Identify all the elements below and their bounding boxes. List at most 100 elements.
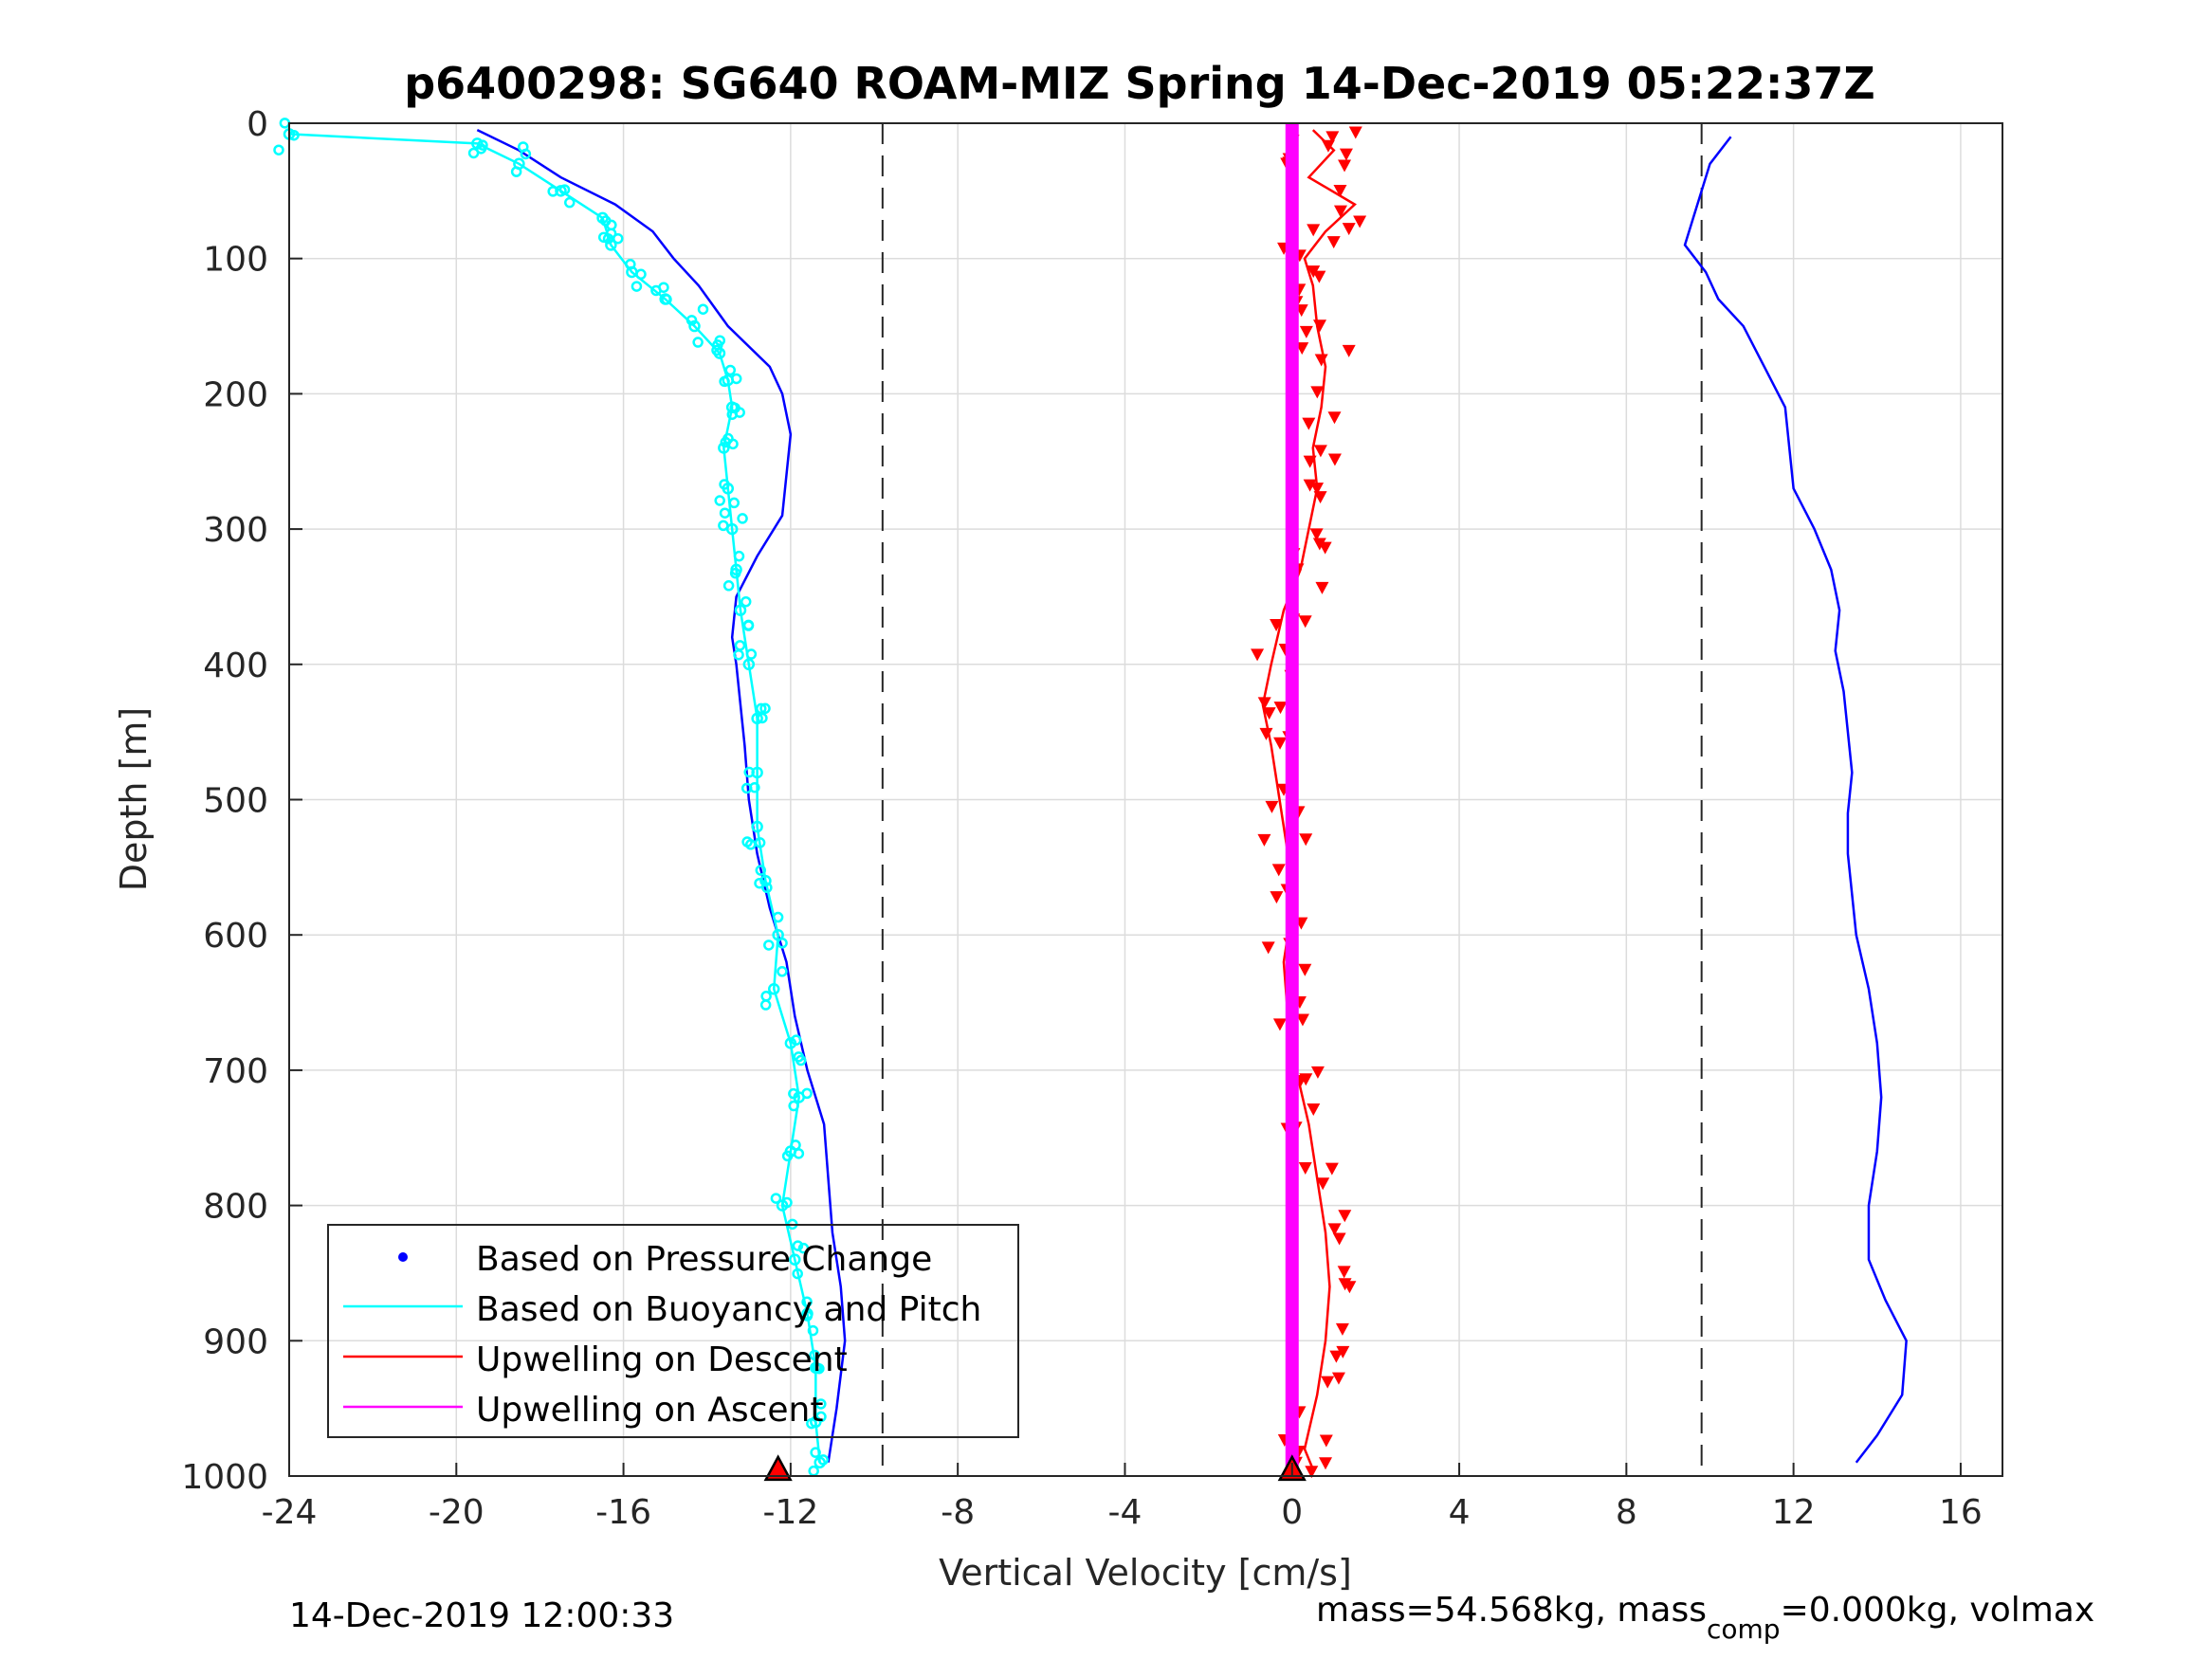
x-tick-label: 4 (1449, 1493, 1471, 1532)
descent-upwelling-marker (1333, 205, 1347, 218)
legend-marker-pressure (398, 1252, 408, 1262)
legend-box (327, 1224, 1019, 1438)
buoyancy-point (719, 479, 730, 490)
descent-upwelling-marker (1325, 131, 1340, 144)
descent-upwelling-marker (1336, 1345, 1350, 1358)
buoyancy-point (754, 877, 765, 889)
y-tick-label: 400 (203, 647, 268, 685)
descent-upwelling-marker (1298, 615, 1312, 629)
descent-upwelling-marker (1339, 148, 1353, 161)
x-tick-label: 16 (1939, 1493, 1983, 1532)
buoyancy-point (547, 186, 558, 197)
descent-upwelling-marker (1251, 648, 1265, 662)
buoyancy-point (661, 294, 672, 305)
buoyancy-point (722, 580, 735, 592)
descent-upwelling-marker (1338, 1210, 1352, 1223)
buoyancy-point (597, 231, 610, 244)
buoyancy-point (788, 1100, 799, 1112)
descent-upwelling-marker (1348, 126, 1362, 139)
descent-upwelling-marker (1270, 619, 1284, 632)
buoyancy-point (777, 966, 788, 977)
buoyancy-point (631, 281, 643, 292)
legend-entry-label: Upwelling on Ascent (476, 1391, 823, 1430)
buoyancy-point (817, 1454, 829, 1466)
descent-upwelling-marker (1313, 491, 1327, 504)
descent-upwelling-marker (1333, 184, 1347, 197)
buoyancy-point (697, 303, 709, 315)
x-axis-ticks: -24 -20 -16 -12 -8 -4 0 4 8 12 16 (262, 1463, 1983, 1532)
buoyancy-point (810, 1447, 821, 1458)
buoyancy-point (767, 983, 780, 995)
descent-upwelling-marker (1342, 223, 1356, 236)
descent-upwelling-marker (1299, 325, 1313, 338)
buoyancy-point (714, 495, 725, 506)
descent-upwelling-marker (1319, 1457, 1333, 1470)
buoyancy-point (726, 409, 739, 420)
buoyancy-point (770, 1193, 782, 1204)
descent-upwelling-marker (1312, 538, 1326, 551)
y-tick-label: 200 (203, 375, 268, 414)
buoyancy-point (760, 991, 772, 1002)
buoyancy-point (734, 604, 747, 616)
y-tick-label: 900 (203, 1322, 268, 1361)
descent-upwelling-marker (1310, 483, 1325, 496)
footer-mass-info: mass=54.568kg, masscomp=0.000kg, volmax (1316, 1591, 2094, 1645)
descent-upwelling-marker (1273, 702, 1288, 715)
descent-upwelling-marker (1270, 891, 1284, 904)
buoyancy-point (518, 141, 529, 153)
descent-upwelling-marker (1338, 159, 1352, 173)
buoyancy-point (724, 364, 737, 376)
buoyancy-point (740, 595, 752, 608)
buoyancy-point (815, 1398, 827, 1410)
buoyancy-point (815, 1411, 827, 1423)
descent-upwelling-marker (1316, 1177, 1330, 1191)
descent-upwelling-marker (1313, 445, 1327, 458)
buoyancy-point (720, 436, 732, 448)
descent-upwelling-marker (1302, 417, 1316, 430)
descent-upwelling-marker (1271, 864, 1286, 877)
buoyancy-point (788, 1087, 799, 1100)
buoyancy-point (797, 1242, 810, 1254)
x-tick-label: -12 (762, 1493, 818, 1532)
descent-upwelling-marker (1307, 265, 1321, 279)
y-tick-label: 300 (203, 511, 268, 550)
buoyancy-point (809, 1349, 820, 1361)
buoyancy-point (742, 658, 756, 671)
x-axis-label: Vertical Velocity [cm/s] (939, 1552, 1352, 1594)
descent-upwelling-marker (1327, 453, 1342, 466)
descent-upwelling-marker (1257, 697, 1271, 710)
buoyancy-point (808, 1465, 819, 1477)
buoyancy-point (734, 640, 746, 651)
descent-upwelling-marker (1305, 1466, 1319, 1479)
buoyancy-point (792, 1267, 803, 1280)
descent-upwelling-marker (1321, 1376, 1335, 1389)
buoyancy-point (801, 1310, 814, 1322)
buoyancy-point (686, 315, 698, 326)
descent-upwelling-marker (1326, 236, 1341, 249)
buoyancy-point (807, 1324, 819, 1337)
x-tick-label: -8 (941, 1493, 975, 1532)
y-axis-label: Depth [m] (113, 707, 155, 892)
descent-upwelling-marker (1303, 479, 1317, 492)
descent-upwelling-marker (1273, 737, 1288, 750)
buoyancy-point (711, 344, 722, 356)
series-1 (1683, 136, 1908, 1464)
y-tick-label: 0 (247, 105, 268, 144)
chart-title: p6400298: SG640 ROAM-MIZ Spring 14-Dec-2… (404, 58, 1875, 109)
descent-upwelling-marker (1353, 215, 1367, 228)
footer-mass-suffix: =0.000kg, volmax (1781, 1591, 2095, 1630)
buoyancy-point (564, 196, 576, 209)
descent-upwelling-marker (1307, 1103, 1321, 1116)
descent-upwelling-marker (1309, 528, 1324, 541)
buoyancy-point (692, 337, 704, 348)
buoyancy-point (806, 1417, 817, 1430)
buoyancy-point (510, 166, 522, 177)
buoyancy-point (751, 712, 763, 725)
descent-upwelling-marker (1299, 1073, 1313, 1086)
descent-upwelling-marker (1312, 270, 1326, 283)
descent-upwelling-marker (1303, 455, 1317, 468)
y-tick-label: 800 (203, 1188, 268, 1227)
buoyancy-point (763, 939, 775, 951)
descent-upwelling-marker (1272, 1018, 1287, 1031)
